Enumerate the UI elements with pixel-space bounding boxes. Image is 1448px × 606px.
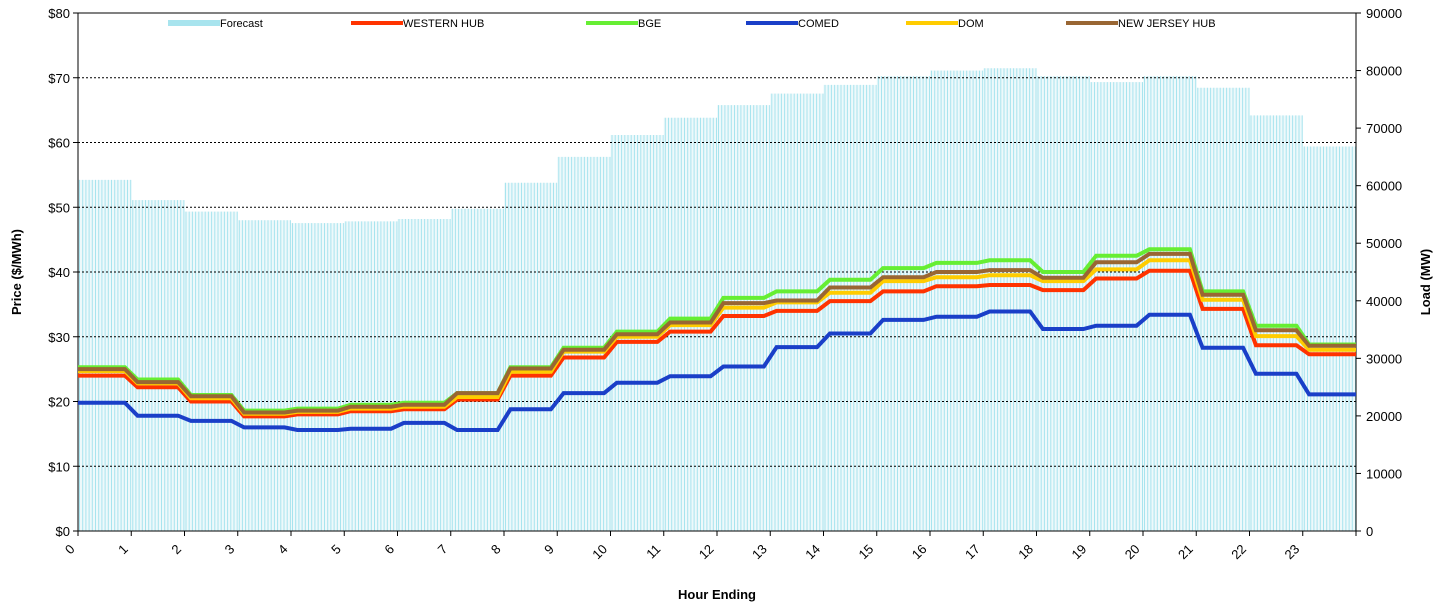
forecast-bar	[983, 68, 1037, 532]
y-right-tick-label: 0	[1366, 524, 1373, 539]
forecast-bar-hatch	[824, 84, 877, 531]
legend-item: NEW JERSEY HUB	[1066, 18, 1216, 30]
forecast-bar-hatch	[185, 211, 238, 531]
forecast-bar-hatch	[984, 68, 1037, 531]
y-left-tick-label: $40	[48, 265, 70, 280]
y-right-tick-label: 50000	[1366, 236, 1402, 251]
forecast-bar-hatch	[292, 223, 345, 531]
y-right-tick-label: 70000	[1366, 121, 1402, 136]
legend: Forecast WESTERN HUB BGE COMED DOM NEW JERSEY…	[168, 18, 1216, 30]
legend-label: BGE	[638, 18, 661, 30]
legend-item: BGE	[586, 18, 661, 30]
y-axis-right-title: Load (MW)	[1418, 249, 1433, 315]
forecast-bar-hatch	[451, 208, 504, 531]
forecast-bar	[1302, 146, 1356, 532]
y-right-tick-label: 10000	[1366, 466, 1402, 481]
y-axis-left-title: Price ($/MWh)	[9, 229, 24, 315]
y-right-tick-label: 90000	[1366, 6, 1402, 21]
y-right-tick-label: 40000	[1366, 294, 1402, 309]
y-left-tick-label: $60	[48, 136, 70, 151]
y-right-tick-label: 60000	[1366, 179, 1402, 194]
forecast-bar-hatch	[345, 221, 398, 531]
gridlines	[78, 77, 1356, 467]
forecast-bar-hatch	[398, 219, 451, 531]
y-left-tick-label: $50	[48, 200, 70, 215]
series-line-western-hub	[78, 268, 1356, 419]
y-right-tick-label: 80000	[1366, 64, 1402, 79]
forecast-bar-hatch	[79, 179, 132, 531]
legend-label: COMED	[798, 18, 839, 30]
forecast-bar-hatch	[877, 76, 930, 531]
forecast-bar-hatch	[505, 182, 558, 531]
forecast-bar-hatch	[931, 70, 984, 531]
forecast-bar-hatch	[1090, 82, 1143, 531]
y-left-tick-label: $0	[56, 524, 70, 539]
forecast-bar	[1089, 82, 1143, 532]
legend-label: Forecast	[220, 18, 263, 30]
x-axis-title: Hour Ending	[678, 587, 756, 602]
legend-label: NEW JERSEY HUB	[1118, 18, 1216, 30]
y-axis-right: 0 10000 20000 30000 40000 50000 60000 70000 8000…	[1356, 6, 1402, 539]
forecast-bar-hatch	[1144, 76, 1197, 531]
legend-item: DOM	[906, 18, 984, 30]
series-lines	[78, 247, 1356, 432]
forecast-bar-hatch	[132, 200, 185, 531]
series-line-new-jersey-hub	[78, 251, 1356, 415]
y-left-tick-label: $70	[48, 71, 70, 86]
forecast-bar	[876, 76, 930, 532]
forecast-bar-hatch	[238, 220, 291, 531]
y-right-tick-label: 30000	[1366, 351, 1402, 366]
forecast-bar	[557, 156, 611, 531]
y-left-tick-label: $80	[48, 6, 70, 21]
legend-item: COMED	[746, 18, 839, 30]
forecast-bar-hatch	[1037, 76, 1090, 531]
legend-label: WESTERN HUB	[403, 18, 484, 30]
y-left-tick-label: $20	[48, 395, 70, 410]
y-axis-left: $0 $10 $20 $30 $40 $50 $60 $70 $80	[48, 6, 78, 539]
y-right-tick-label: 20000	[1366, 409, 1402, 424]
series-line-comed	[78, 309, 1356, 432]
y-left-tick-label: $30	[48, 330, 70, 345]
legend-item: Forecast	[168, 18, 263, 30]
legend-label: DOM	[958, 18, 984, 30]
y-left-tick-label: $10	[48, 459, 70, 474]
legend-item: WESTERN HUB	[351, 18, 484, 30]
